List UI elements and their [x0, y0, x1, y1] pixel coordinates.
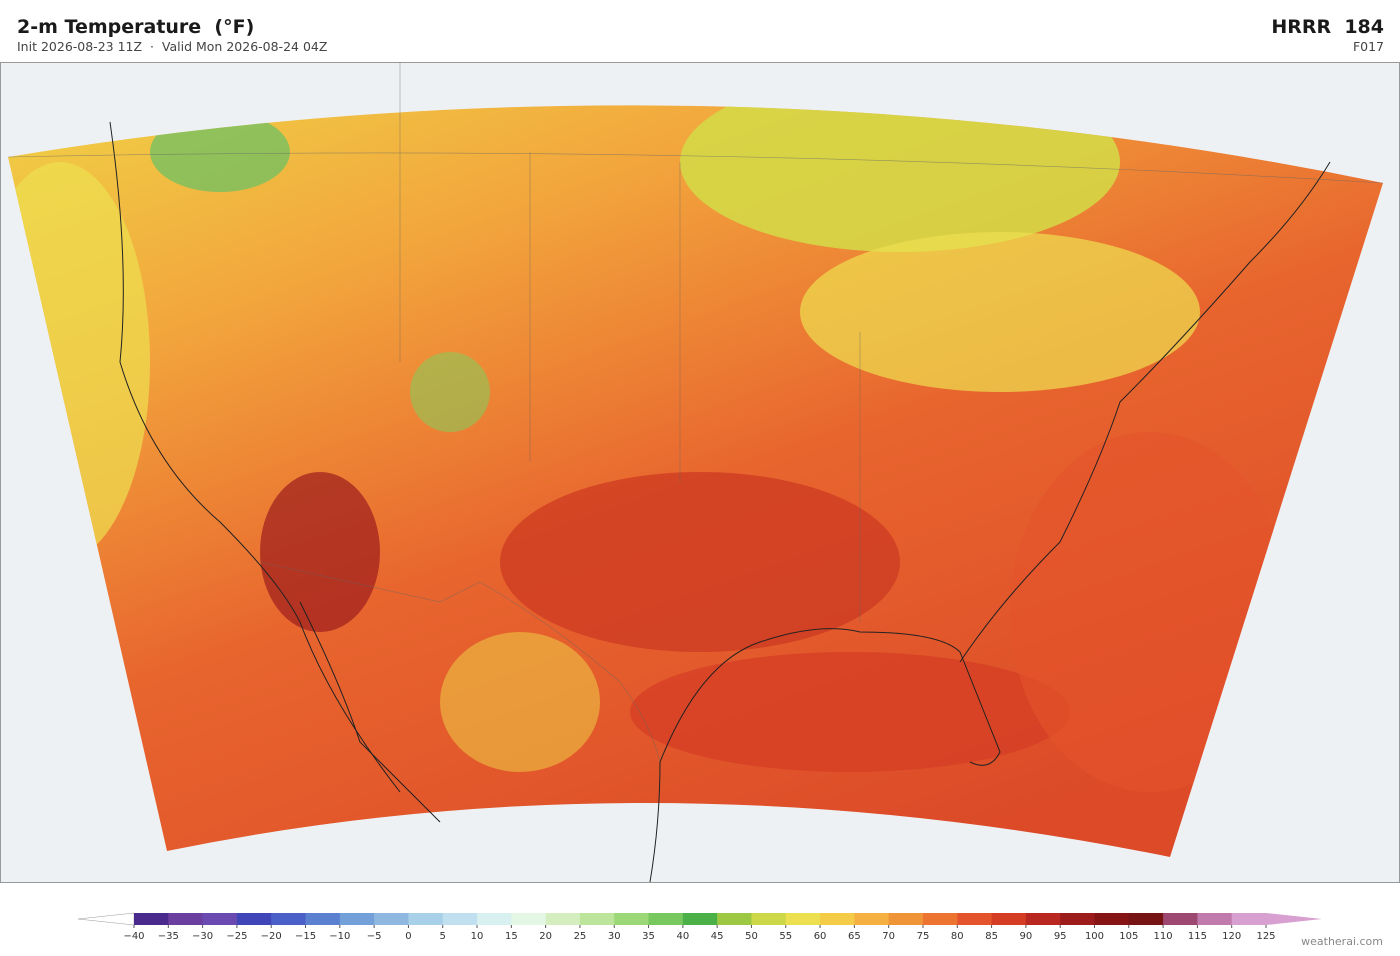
colorbar-bin: [717, 913, 752, 925]
colorbar-bin: [134, 913, 169, 925]
tick-label: 120: [1222, 931, 1241, 942]
tick-label: 10: [471, 931, 484, 942]
tick-label: −15: [295, 931, 316, 942]
colorbar-bin: [957, 913, 993, 925]
colorbar-bin: [1163, 913, 1198, 925]
colorbar-bin: [1231, 913, 1267, 925]
colorbar-bin: [820, 913, 855, 925]
colorbar-bin: [305, 913, 341, 925]
colorbar-bin: [648, 913, 684, 925]
tick-label: 105: [1119, 931, 1138, 942]
colorbar-bin: [922, 913, 958, 925]
tick-label: 55: [779, 931, 792, 942]
tick-label: −25: [226, 931, 247, 942]
colorbar-bin: [339, 913, 375, 925]
tick-label: 65: [848, 931, 861, 942]
colorbar: −40 −35 −30 −25 −20 −15 −10 −5 0 5 10 15 20 25 30 35 40 4…: [77, 912, 1322, 942]
colorbar-bin: [442, 913, 478, 925]
tick-label: −5: [367, 931, 382, 942]
colorbar-bin: [374, 913, 409, 925]
tick-label: −40: [123, 931, 144, 942]
colorbar-bin: [991, 913, 1027, 925]
colorbar-bin: [1094, 913, 1130, 925]
colorbar-over: [1266, 913, 1322, 925]
model-label: HRRR 184: [1271, 16, 1384, 38]
tick-label: 70: [882, 931, 895, 942]
colorbar-bin: [614, 913, 650, 925]
colorbar-bin: [202, 913, 238, 925]
colorbar-under: [77, 912, 135, 926]
colorbar-bin: [1060, 913, 1095, 925]
colorbar-bin: [511, 913, 547, 925]
colorbar-bin: [854, 913, 890, 925]
tick-label: 50: [745, 931, 758, 942]
colorbar-bin: [888, 913, 924, 925]
map: [0, 62, 1400, 883]
tick-label: 20: [539, 931, 552, 942]
tick-label: 125: [1256, 931, 1275, 942]
tick-label: 75: [917, 931, 930, 942]
tick-label: 85: [985, 931, 998, 942]
tick-label: −30: [192, 931, 213, 942]
colorbar-bin: [1025, 913, 1061, 925]
tick-label: −10: [329, 931, 350, 942]
colorbar-bin: [579, 913, 615, 925]
colorbar-bin: [751, 913, 787, 925]
colorbar-bin: [236, 913, 272, 925]
borders: [7, 62, 1384, 763]
tick-label: 0: [405, 931, 411, 942]
colorbar-bin: [545, 913, 581, 925]
temperature-field: [8, 105, 1383, 857]
tick-label: 35: [642, 931, 655, 942]
forecast-hour: F017: [1352, 39, 1384, 54]
credit: weatherai.com: [1301, 935, 1383, 948]
tick-label: 110: [1154, 931, 1173, 942]
tick-label: 80: [951, 931, 964, 942]
title: 2-m Temperature (°F): [17, 16, 255, 38]
tick-label: 40: [676, 931, 689, 942]
colorbar-bin: [271, 913, 307, 925]
colorbar-bin: [477, 913, 512, 925]
coastlines: [109, 121, 1331, 883]
tick-label: −20: [261, 931, 282, 942]
colorbar-bin: [1197, 913, 1233, 925]
tick-label: 115: [1188, 931, 1207, 942]
tick-label: 90: [1020, 931, 1033, 942]
colorbar-bin: [1128, 913, 1164, 925]
tick-label: 5: [440, 931, 446, 942]
colorbar-bin: [168, 913, 204, 925]
tick-label: 25: [574, 931, 587, 942]
colorbar-bin: [408, 913, 444, 925]
subtitle: Init 2026-08-23 11Z · Valid Mon 2026-08-…: [17, 39, 328, 54]
colorbar-bin: [682, 913, 718, 925]
tick-label: 95: [1054, 931, 1067, 942]
tick-label: 100: [1085, 931, 1104, 942]
tick-label: 60: [814, 931, 827, 942]
tick-label: 45: [711, 931, 724, 942]
tick-label: 30: [608, 931, 621, 942]
tick-label: 15: [505, 931, 518, 942]
colorbar-bin: [785, 913, 821, 925]
tick-label: −35: [158, 931, 179, 942]
